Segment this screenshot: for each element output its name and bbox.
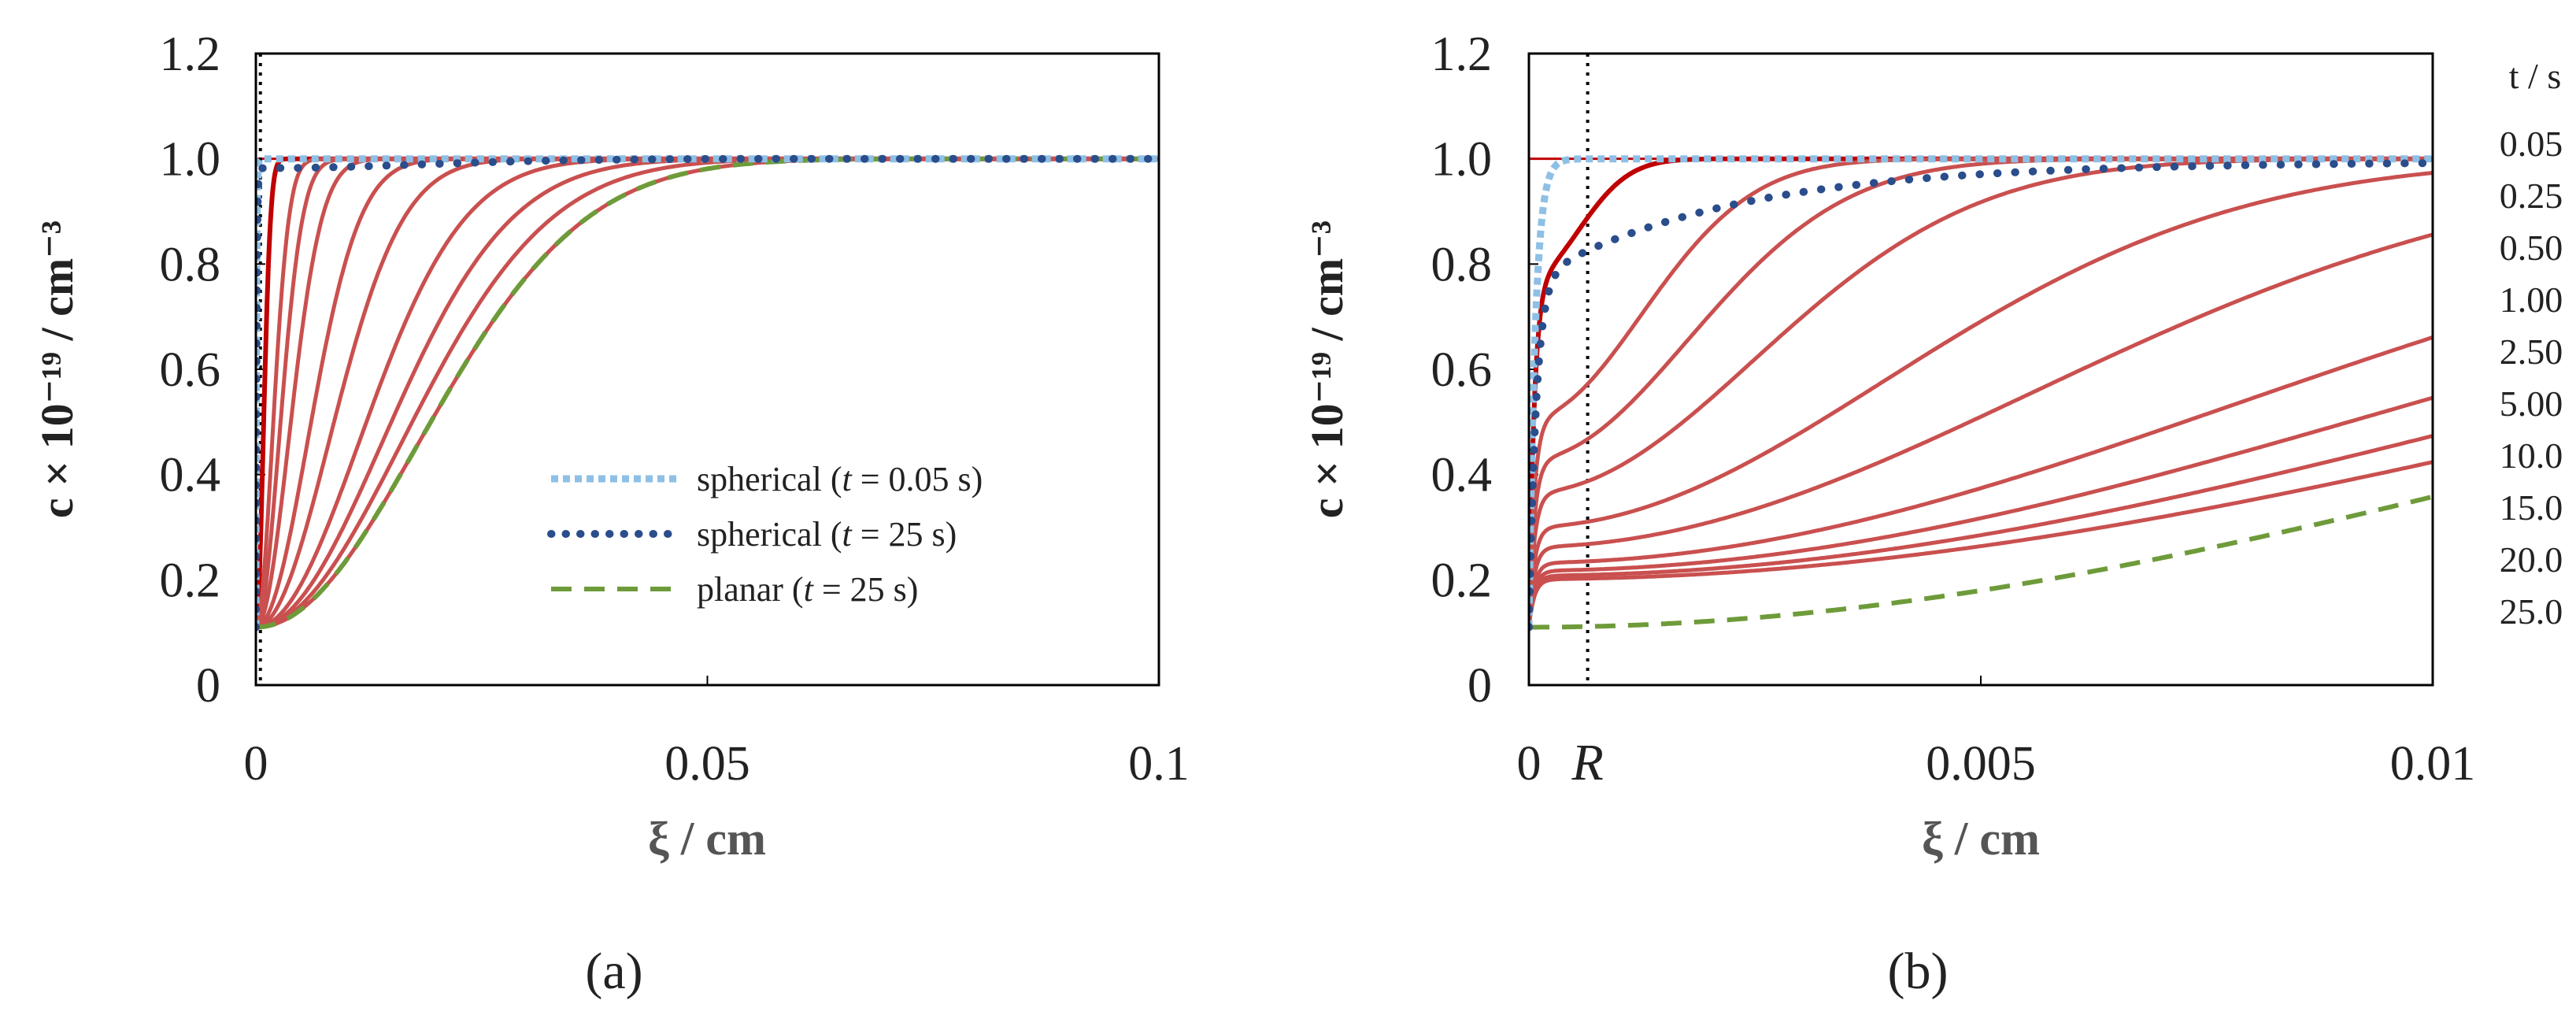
time-label: 0.25 bbox=[2500, 176, 2563, 216]
y-tick-label: 0.2 bbox=[160, 554, 221, 607]
y-tick-label: 0.8 bbox=[1431, 238, 1493, 291]
time-label: 25.0 bbox=[2500, 591, 2563, 632]
legend-label-t: t bbox=[842, 460, 853, 498]
y-tick-label: 1.0 bbox=[1431, 133, 1493, 187]
plot-area bbox=[1529, 54, 2433, 685]
time-label: 0.50 bbox=[2500, 228, 2563, 268]
legend-label-t: t bbox=[804, 570, 815, 609]
series-curve-t-20 bbox=[256, 157, 1159, 629]
legend-label-pre: planar ( bbox=[697, 570, 804, 609]
time-label: 20.0 bbox=[2500, 539, 2563, 580]
legend: spherical (t = 0.05 s)spherical (t = 25 … bbox=[547, 460, 983, 609]
plot-frame bbox=[254, 52, 1160, 687]
y-axis-label: c × 10⁻¹⁹ / cm⁻³ bbox=[1301, 220, 1353, 518]
series-curve-t-25 bbox=[256, 157, 1159, 629]
y-tick-label: 1.2 bbox=[160, 28, 221, 81]
series-curve-t-5 bbox=[256, 157, 1159, 629]
panel-label: (b) bbox=[1888, 943, 1949, 1000]
legend-label-t: t bbox=[842, 515, 853, 554]
y-tick-label: 0.4 bbox=[160, 449, 221, 502]
legend-label-post: = 0.05 s) bbox=[852, 460, 983, 498]
time-label: 2.50 bbox=[2500, 332, 2563, 372]
spherical-curve-t25 bbox=[1529, 159, 2433, 632]
plot-frame bbox=[1527, 52, 2434, 687]
x-tick-label: 0 bbox=[244, 737, 268, 791]
y-tick-label: 0 bbox=[196, 659, 220, 713]
x-tick-label: 0.05 bbox=[664, 737, 750, 791]
y-tick-label: 0.4 bbox=[1431, 449, 1493, 502]
series-curve-t-0.25 bbox=[256, 157, 1159, 629]
panel-b: 0 0.2 0.4 0.6 0.8 1.0 1.2 0 0.005 0.01 ξ / cm c × 1… bbox=[1301, 28, 2563, 1000]
series-curve-t-15 bbox=[1529, 395, 2433, 628]
time-axis-label: t / s bbox=[2509, 56, 2561, 96]
time-label: 5.00 bbox=[2500, 383, 2563, 424]
y-axis-label: c × 10⁻¹⁹ / cm⁻³ bbox=[31, 220, 83, 518]
series-curve-t-25 bbox=[1529, 460, 2433, 628]
time-label: 15.0 bbox=[2500, 487, 2563, 528]
legend-label: planar (t = 25 s) bbox=[697, 570, 918, 609]
planar-curve-t25 bbox=[1529, 494, 2433, 630]
y-tick-label: 0.2 bbox=[1431, 554, 1493, 607]
time-label: 10.0 bbox=[2500, 435, 2563, 476]
panel-a: 0 0.2 0.4 0.6 0.8 1.0 1.2 0 0.05 0.1 ξ / cm c × 10⁻… bbox=[31, 28, 1190, 1000]
radius-label: R bbox=[1571, 734, 1603, 791]
y-tick-label: 0.6 bbox=[160, 343, 221, 397]
spherical-curve-t005 bbox=[1529, 155, 2433, 628]
legend-label-pre: spherical ( bbox=[697, 515, 842, 554]
x-axis-label: ξ / cm bbox=[648, 813, 766, 865]
plot-area bbox=[256, 54, 1159, 685]
series-curve-t-0.05 bbox=[256, 156, 1159, 630]
legend-label-pre: spherical ( bbox=[697, 460, 842, 498]
series-curve-t-20 bbox=[1529, 434, 2433, 628]
legend-label-post: = 25 s) bbox=[813, 570, 919, 609]
series-curve-t-2.5 bbox=[256, 157, 1159, 629]
series-curve-t-1 bbox=[256, 157, 1159, 629]
panel-label: (a) bbox=[585, 943, 642, 1000]
series-curve-t-15 bbox=[256, 157, 1159, 629]
time-label: 1.00 bbox=[2500, 280, 2563, 320]
y-tick-label: 0 bbox=[1468, 659, 1492, 713]
legend-label-post: = 25 s) bbox=[852, 515, 957, 554]
planar-curve-t25 bbox=[256, 156, 1159, 630]
x-axis-label: ξ / cm bbox=[1922, 813, 2040, 865]
x-tick-label: 0 bbox=[1517, 737, 1542, 791]
legend-label: spherical (t = 0.05 s) bbox=[697, 460, 983, 498]
legend-label: spherical (t = 25 s) bbox=[697, 515, 957, 554]
series-curve-t-10 bbox=[1529, 335, 2433, 628]
series-curve-t-0.5 bbox=[256, 157, 1159, 629]
y-tick-label: 0.6 bbox=[1431, 343, 1493, 397]
spherical-curve-t005 bbox=[256, 155, 1159, 628]
y-tick-label: 1.0 bbox=[160, 133, 221, 187]
spherical-curve-t25 bbox=[256, 154, 1159, 632]
x-tick-label: 0.1 bbox=[1128, 737, 1190, 791]
y-tick-label: 0.8 bbox=[160, 238, 221, 291]
y-tick-label: 1.2 bbox=[1431, 28, 1493, 81]
series-curve-t-2.5 bbox=[1529, 171, 2433, 628]
time-label: 0.05 bbox=[2500, 124, 2563, 164]
series-curve-t-5 bbox=[1529, 232, 2433, 628]
series-curve-t-10 bbox=[256, 157, 1159, 629]
x-tick-label: 0.005 bbox=[1926, 737, 2036, 791]
x-tick-label: 0.01 bbox=[2390, 737, 2476, 791]
